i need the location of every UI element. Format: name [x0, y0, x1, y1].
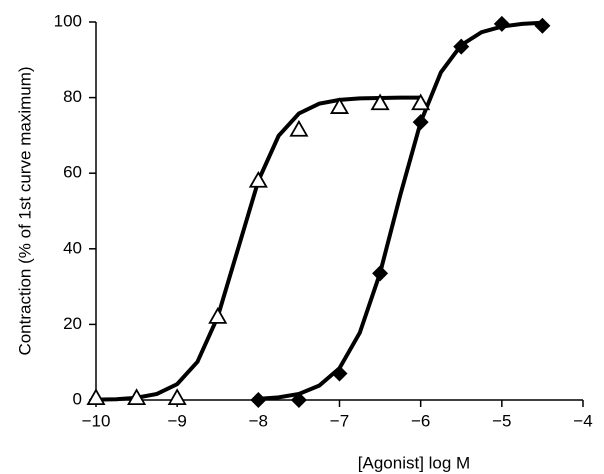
diamond-marker: [372, 265, 389, 282]
triangle-marker: [208, 307, 228, 324]
y-tick-label: 40: [63, 238, 82, 257]
diamond-marker: [453, 38, 470, 55]
y-tick-label: 80: [63, 87, 82, 106]
x-tick-label: −6: [411, 411, 430, 430]
fit-curve: [258, 20, 543, 401]
fit-curve: [95, 95, 421, 402]
triangle-marker: [370, 93, 390, 111]
diamond-marker: [250, 392, 267, 408]
triangle-marker: [248, 170, 268, 188]
y-tick-label: 0: [73, 389, 82, 408]
diamond-marker: [290, 392, 307, 408]
triangle-marker: [167, 388, 187, 406]
y-tick-label: 60: [63, 163, 82, 182]
y-tick-label: 100: [54, 11, 82, 30]
triangle-marker: [411, 93, 431, 111]
y-tick-label: 20: [63, 314, 82, 333]
triangle-marker: [127, 388, 147, 406]
x-axis-label: [Agonist] log M: [358, 453, 470, 472]
diamond-marker: [331, 365, 348, 382]
triangle-marker: [289, 119, 309, 137]
x-tick-label: −7: [330, 411, 349, 430]
x-tick-label: −8: [249, 411, 268, 430]
x-tick-label: −5: [492, 411, 511, 430]
diamond-marker: [493, 15, 510, 32]
triangle-marker: [329, 97, 350, 114]
diamond-marker: [412, 114, 429, 131]
y-axis-label: Contraction (% of 1st curve maximum): [15, 66, 34, 355]
x-tick-label: −10: [82, 411, 111, 430]
triangle-marker: [86, 388, 106, 406]
x-tick-label: −4: [573, 411, 592, 430]
x-tick-label: −9: [167, 411, 186, 430]
diamond-marker: [534, 17, 551, 34]
